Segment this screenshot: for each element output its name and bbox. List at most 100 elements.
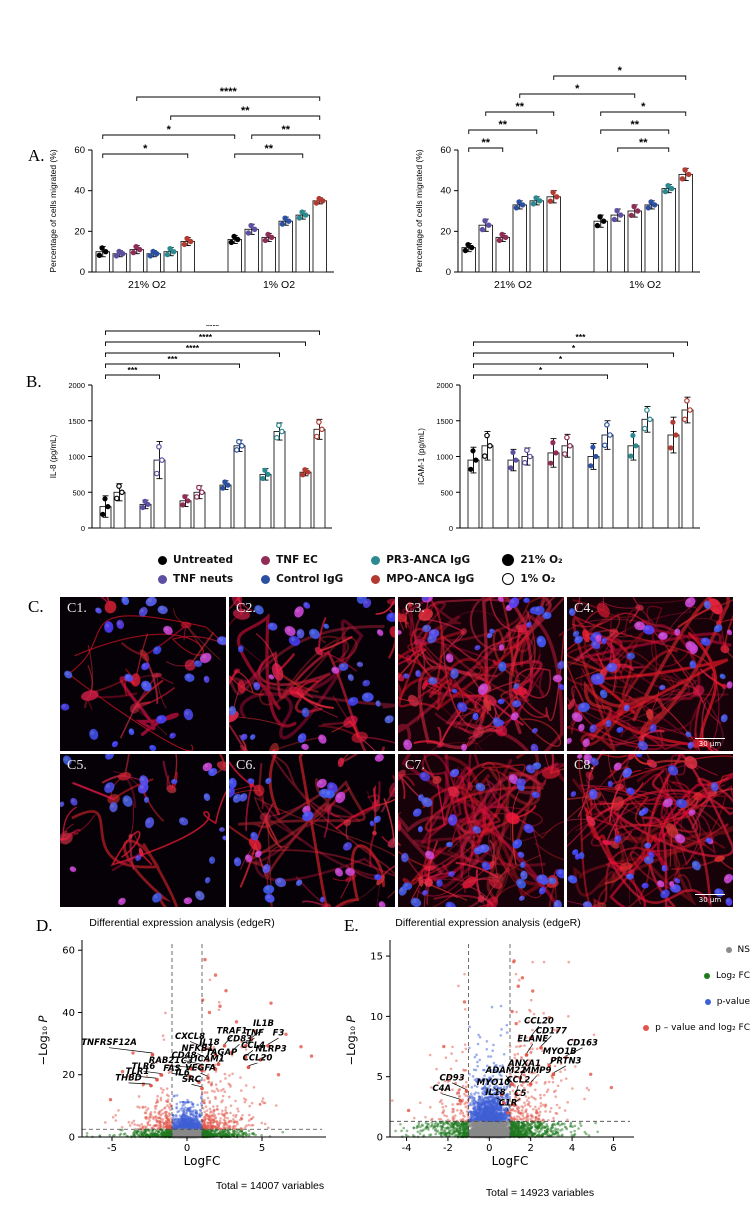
svg-text:500: 500 <box>72 488 85 497</box>
microscopy-tile-label: C3. <box>405 601 425 616</box>
svg-text:1% O2: 1% O2 <box>263 279 295 291</box>
svg-text:21% O2: 21% O2 <box>494 279 532 291</box>
svg-text:**: ** <box>241 105 250 117</box>
legend-label: TNF neuts <box>173 573 234 585</box>
microscopy-canvas <box>229 753 395 907</box>
microscopy-grid: C1. C2. C3. C4. 30 μm C5. C6. C7. C8. 30 μm <box>60 597 733 907</box>
svg-text:Percentage of cells migrated (: Percentage of cells migrated (%) <box>414 149 424 272</box>
panel-a-label: A. <box>28 146 45 165</box>
svg-text:60: 60 <box>74 145 85 156</box>
scale-bar: 30 μm <box>695 737 725 748</box>
legend-color-dot <box>158 574 167 584</box>
microscopy-tile-label: C7. <box>405 757 425 773</box>
svg-text:*: * <box>575 83 580 95</box>
microscopy-tile-label: C2. <box>236 601 256 616</box>
svg-text:*: * <box>167 124 172 136</box>
legend-item-21-o2: 21% O₂ <box>502 554 563 566</box>
legend-label: Log₂ FC <box>715 971 750 981</box>
legend-label: MPO-ANCA IgG <box>386 573 475 585</box>
svg-text:**: ** <box>281 124 290 136</box>
volcano-e-title: Differential expression analysis (edgeR) <box>395 917 581 929</box>
microscopy-tile-label: C6. <box>236 757 256 773</box>
svg-text:*: * <box>641 101 646 113</box>
volcano-d-total: Total = 14007 variables <box>215 1180 325 1192</box>
volcano-e-total: Total = 14923 variables <box>485 1187 595 1199</box>
svg-text:0: 0 <box>81 524 85 533</box>
svg-text:Percentage of cells migrated (: Percentage of cells migrated (%) <box>48 149 58 272</box>
svg-text:***: *** <box>168 354 179 364</box>
microscopy-tile-label: C4. <box>574 601 594 616</box>
microscopy-canvas <box>567 597 733 751</box>
svg-text:**: ** <box>630 119 639 131</box>
svg-text:0: 0 <box>449 524 453 533</box>
legend-color-dot <box>371 555 381 565</box>
scale-bar: 30 μm <box>695 894 725 904</box>
legend-item-1-o2: 1% O₂ <box>502 573 562 585</box>
microscopy-canvas <box>398 597 564 751</box>
svg-text:**: ** <box>498 119 507 131</box>
microscopy-image-4: C4. 30 μm <box>567 597 733 751</box>
scale-bar-line <box>695 894 725 895</box>
svg-text:*: * <box>143 143 148 155</box>
svg-text:**: ** <box>481 137 490 149</box>
microscopy-image-8: C8. 30 μm <box>567 753 733 907</box>
legend-color-dot <box>643 1025 650 1031</box>
legend-item-mpo-anca-igg: MPO-ANCA IgG <box>371 573 474 585</box>
svg-text:1500: 1500 <box>68 417 85 426</box>
svg-text:****: **** <box>206 325 220 331</box>
microscopy-canvas <box>60 597 226 751</box>
legend-item-tnf-neuts: TNF neuts <box>158 573 233 585</box>
svg-text:**: ** <box>264 143 273 155</box>
microscopy-image-5: C5. <box>60 753 226 907</box>
svg-text:*: * <box>539 365 543 375</box>
microscopy-tile-label: C5. <box>67 757 87 773</box>
microscopy-image-6: C6. <box>229 753 395 907</box>
legend-color-dot <box>261 574 271 584</box>
svg-text:2000: 2000 <box>436 381 453 390</box>
scale-bar-line <box>695 737 725 739</box>
legend-color-dot <box>703 973 710 979</box>
legend-label: 1% O₂ <box>520 573 556 585</box>
svg-text:1000: 1000 <box>436 453 453 462</box>
svg-text:IL-8 (pg/mL): IL-8 (pg/mL) <box>49 434 58 478</box>
volcano-legend: NS Log₂ FC p-value p – value and log₂ FC <box>632 945 750 1033</box>
svg-text:ICAM-1 (pg/mL): ICAM-1 (pg/mL) <box>417 428 426 485</box>
volcano-plot-e <box>338 932 638 1182</box>
legend-label: PR3-ANCA IgG <box>386 554 471 566</box>
volcano-legend-item-p-value-and-log-fc: p – value and log₂ FC <box>643 1023 750 1033</box>
svg-text:1% O2: 1% O2 <box>629 279 661 291</box>
microscopy-image-3: C3. <box>398 597 564 751</box>
svg-text:***: *** <box>576 332 587 342</box>
legend-label: Untreated <box>173 554 234 566</box>
microscopy-image-7: C7. <box>398 753 564 907</box>
microscopy-canvas <box>229 597 395 751</box>
volcano-legend-item-ns: NS <box>725 945 750 955</box>
microscopy-image-1: C1. <box>60 597 226 751</box>
open-circle-icon <box>502 573 515 585</box>
svg-text:0: 0 <box>446 267 451 278</box>
legend-label: Control IgG <box>276 573 344 585</box>
panel-d-label: D. <box>36 916 53 935</box>
filled-circle-icon <box>502 554 515 566</box>
legend-label: p-value <box>716 997 750 1007</box>
volcano-plot-d <box>30 932 330 1182</box>
svg-text:60: 60 <box>440 145 451 156</box>
legend-item-untreated: Untreated <box>158 554 233 566</box>
microscopy-tile-label: C1. <box>67 601 87 616</box>
legend-label: 21% O₂ <box>520 554 563 566</box>
legend-color-dot <box>725 947 732 953</box>
svg-text:20: 20 <box>440 226 451 237</box>
svg-text:20: 20 <box>74 226 85 237</box>
volcano-legend-item-log-fc: Log₂ FC <box>703 971 750 981</box>
svg-text:1500: 1500 <box>436 417 453 426</box>
bar-chart-migration-right: 0 20 40 60 Percentage of cells migrated (%) 2… <box>414 65 700 291</box>
legend-label: TNF EC <box>276 554 318 566</box>
svg-text:**: ** <box>639 137 648 149</box>
legend-color-dot <box>371 574 381 584</box>
volcano-d-title: Differential expression analysis (edgeR) <box>89 917 275 929</box>
treatment-legend: Untreated TNF neuts TNF EC Control IgG PR3-A… <box>158 551 563 588</box>
panel-b-label: B. <box>26 372 42 391</box>
legend-item-control-igg: Control IgG <box>261 573 343 585</box>
scale-bar-label: 30 μm <box>698 896 722 904</box>
